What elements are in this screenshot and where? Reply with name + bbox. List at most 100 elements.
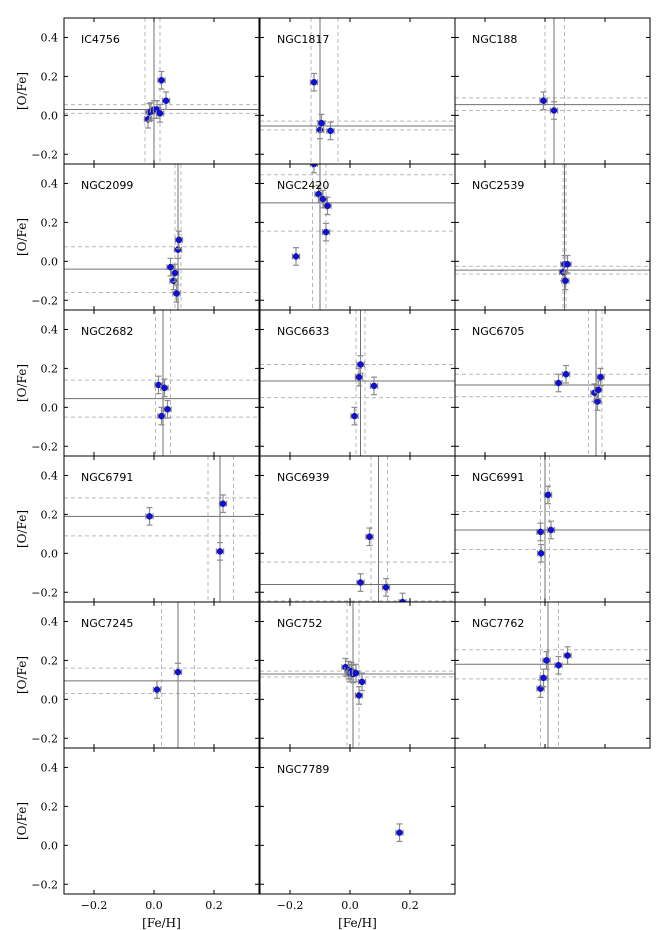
point-marker xyxy=(327,127,334,135)
point-marker xyxy=(315,190,322,198)
data-point xyxy=(596,367,605,387)
data-point xyxy=(395,823,404,843)
data-point xyxy=(309,164,319,174)
cluster-name: NGC6991 xyxy=(472,471,524,484)
y-tick-label: 0.4 xyxy=(41,615,59,628)
y-axis-label: [O/Fe] xyxy=(15,364,29,402)
point-marker xyxy=(175,236,183,244)
panel-plot-area xyxy=(64,456,259,602)
panel-ngc1817: NGC1817 xyxy=(259,17,456,165)
y-tick-label: 0.0 xyxy=(41,255,59,268)
cluster-name: NGC7789 xyxy=(277,763,329,776)
data-point xyxy=(563,254,572,274)
x-axis-label: [Fe/H] xyxy=(142,916,181,930)
panel-plot-area xyxy=(64,602,259,748)
panel-frame xyxy=(63,747,260,895)
data-point xyxy=(549,101,559,120)
data-point xyxy=(350,406,359,426)
point-marker xyxy=(161,384,168,392)
panel-empty: −0.2 0.0 0.2 0.4 [O/Fe] −0.2 0.0 0.2 [Fe/H] xyxy=(15,747,260,930)
point-marker xyxy=(399,598,406,602)
point-marker xyxy=(355,692,363,699)
data-point xyxy=(170,263,180,283)
panel-ngc2099: NGC2099 −0.2 0.0 0.2 0.4 [O/Fe] xyxy=(15,163,260,311)
cluster-name: NGC7762 xyxy=(472,617,524,630)
panel-plot-area xyxy=(395,823,404,843)
point-marker xyxy=(562,277,569,285)
data-point xyxy=(172,284,181,303)
y-tick-label: −0.2 xyxy=(31,878,58,891)
data-point xyxy=(563,646,572,665)
point-marker xyxy=(357,361,364,368)
cluster-name: NGC6791 xyxy=(81,471,133,484)
data-point xyxy=(561,364,571,384)
data-point xyxy=(546,520,556,540)
data-point xyxy=(536,543,546,563)
data-point xyxy=(357,672,367,692)
data-point xyxy=(554,373,563,393)
panel-ngc188: NGC188 xyxy=(454,17,651,165)
point-marker xyxy=(318,119,325,127)
y-tick-label: 0.4 xyxy=(41,31,59,44)
panel-ngc7789: NGC7789 −0.2 0.0 0.2 [Fe/H] xyxy=(259,747,456,930)
cluster-name: IC4756 xyxy=(81,33,120,46)
point-marker xyxy=(173,290,180,297)
panel-plot-area xyxy=(64,18,259,164)
panel-plot-area xyxy=(455,456,650,602)
y-axis-label: [O/Fe] xyxy=(15,218,29,256)
point-marker xyxy=(547,526,555,534)
y-tick-label: −0.2 xyxy=(31,732,58,745)
point-marker xyxy=(550,107,558,114)
point-marker xyxy=(171,269,179,277)
data-point xyxy=(326,121,335,141)
point-marker xyxy=(167,263,174,271)
point-marker xyxy=(216,548,224,555)
panel-ic4756: IC4756 −0.2 0.0 0.2 0.4 [O/Fe] xyxy=(15,17,260,165)
point-marker xyxy=(310,164,318,168)
data-point xyxy=(157,70,166,90)
y-tick-label: 0.2 xyxy=(41,216,59,229)
cluster-name: NGC2420 xyxy=(277,179,329,192)
data-point xyxy=(145,506,154,526)
point-marker xyxy=(219,500,227,507)
data-point xyxy=(369,376,379,396)
point-marker xyxy=(164,406,171,413)
panel-plot-area xyxy=(260,164,455,310)
y-tick-label: 0.0 xyxy=(41,401,59,414)
cluster-name: NGC1817 xyxy=(277,33,329,46)
panel-ngc752: NGC752 xyxy=(259,601,456,749)
panel-plot-area xyxy=(455,602,650,748)
point-marker xyxy=(158,412,165,420)
panel-frame xyxy=(259,747,456,895)
panel-ngc6791: NGC6791 −0.2 0.0 0.2 0.4 [O/Fe] xyxy=(15,455,260,603)
data-point xyxy=(309,72,319,92)
cluster-name: NGC6633 xyxy=(277,325,329,338)
data-point xyxy=(543,485,553,505)
y-tick-label: 0.0 xyxy=(41,547,59,560)
panel-ngc7245: NGC7245 −0.2 0.0 0.2 0.4 [O/Fe] xyxy=(15,601,260,749)
panel-ngc6705: NGC6705 xyxy=(454,309,651,457)
x-tick-label: 0.2 xyxy=(401,899,419,912)
data-point xyxy=(354,367,364,387)
y-tick-label: −0.2 xyxy=(31,294,58,307)
y-tick-label: 0.0 xyxy=(41,839,59,852)
point-marker xyxy=(158,77,165,84)
data-point xyxy=(161,91,171,111)
data-point xyxy=(160,378,169,398)
point-marker xyxy=(555,662,562,669)
point-marker xyxy=(597,373,604,381)
panel-plot-area xyxy=(64,310,259,456)
y-axis-label: [O/Fe] xyxy=(15,656,29,694)
point-marker xyxy=(562,370,570,378)
point-marker xyxy=(146,513,153,520)
x-tick-label: −0.2 xyxy=(81,899,108,912)
y-tick-label: 0.0 xyxy=(41,693,59,706)
y-axis-label: [O/Fe] xyxy=(15,72,29,110)
point-marker xyxy=(352,669,360,677)
point-marker xyxy=(382,584,390,591)
panel-ngc2420: NGC2420 xyxy=(259,163,456,311)
x-axis-label: [Fe/H] xyxy=(338,916,377,930)
data-point xyxy=(215,542,225,561)
cluster-name: NGC6939 xyxy=(277,471,329,484)
